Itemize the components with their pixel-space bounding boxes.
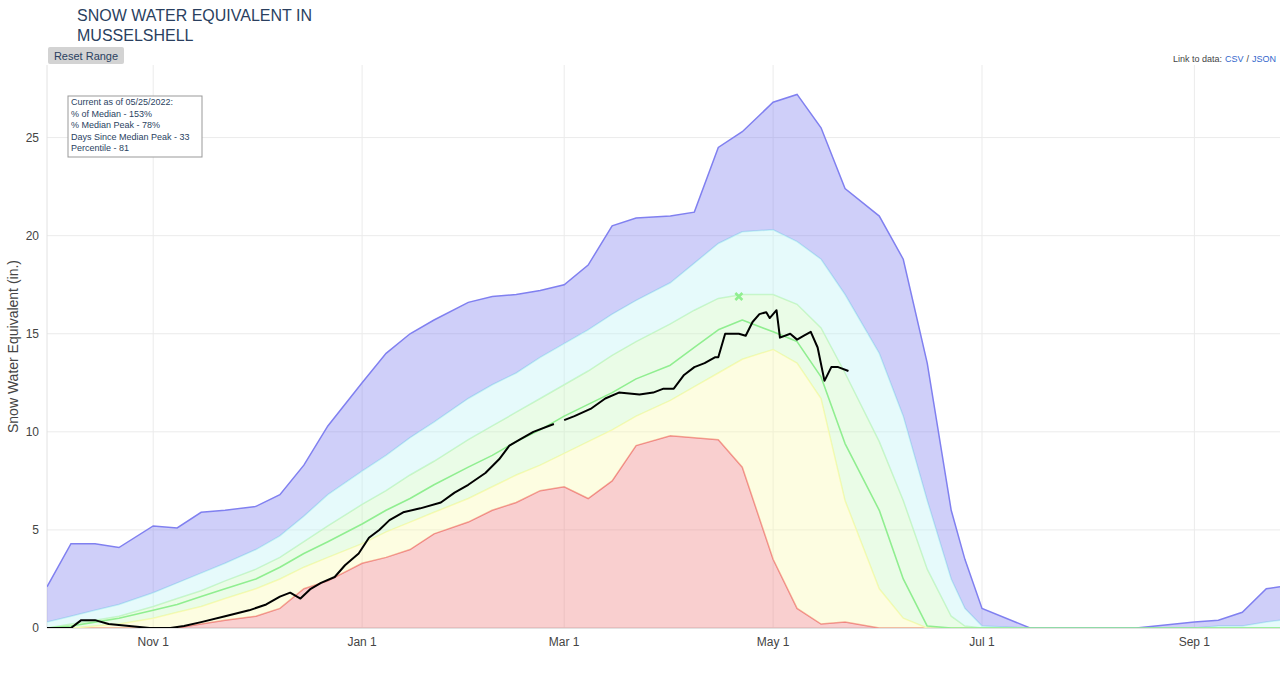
y-tick-label: 15: [26, 327, 40, 341]
x-tick-label: Sep 1: [1179, 635, 1211, 649]
marker: [735, 293, 742, 300]
x-tick-label: Mar 1: [549, 635, 580, 649]
data-link[interactable]: CSV: [1225, 54, 1244, 64]
grid: [47, 65, 1280, 628]
chart: 0 5 10 15 20 25 Nov 1 Jan 1 Mar 1 May 1 Jul 1 Sep 1…: [0, 0, 1280, 688]
x-tick-label: Nov 1: [137, 635, 169, 649]
series-line: [47, 310, 848, 628]
y-tick-label: 5: [32, 523, 39, 537]
button-label[interactable]: Reset Range: [54, 50, 118, 62]
x-tick-label: May 1: [757, 635, 790, 649]
link-separator: /: [1246, 54, 1249, 64]
button-bg[interactable]: [48, 47, 124, 64]
y-axis-line: [47, 65, 48, 628]
x-grid-line: [1194, 65, 1195, 628]
band-edge: [47, 230, 1280, 628]
x-tick-label: Jul 1: [969, 635, 995, 649]
info-box: Current as of 05/25/2022: % of Median - 1…: [68, 96, 202, 157]
band-fill: [47, 94, 1280, 628]
title: MUSSELSHELL: [77, 27, 194, 44]
band-edge: [47, 94, 1280, 628]
y-tick-label: 0: [32, 621, 39, 635]
info-line: % Median Peak - 78%: [71, 120, 160, 130]
info-box-frame: [68, 96, 202, 157]
info-line: Percentile - 81: [71, 143, 129, 153]
y-tick-label: 10: [26, 425, 40, 439]
title: SNOW WATER EQUIVALENT IN: [77, 7, 312, 24]
link-prefix: Link to data:: [1173, 54, 1222, 64]
data-link[interactable]: JSON: [1252, 54, 1276, 64]
info-line: Current as of 05/25/2022:: [71, 97, 173, 107]
plot-data: [47, 94, 1280, 628]
series-line: [47, 320, 1280, 628]
info-line: Days Since Median Peak - 33: [71, 132, 190, 142]
x-grid-line: [982, 65, 983, 628]
info-line: % of Median - 153%: [71, 109, 152, 119]
x-tick-label: Jan 1: [347, 635, 377, 649]
y-tick-label: 25: [26, 131, 40, 145]
reset-button[interactable]: Reset Range: [48, 47, 124, 64]
y-grid-line: [47, 137, 1280, 138]
y-axis-title: Snow Water Equivalent (in.): [5, 260, 21, 433]
band-fill: [47, 230, 1280, 628]
data-links: Link to data:CSV/JSON: [1173, 54, 1276, 64]
tick-labels: 0 5 10 15 20 25 Nov 1 Jan 1 Mar 1 May 1 Jul 1 Sep 1: [26, 131, 1211, 649]
page: {"chart_data": { "type": "area", "title"…: [0, 0, 1280, 688]
y-tick-label: 20: [26, 229, 40, 243]
